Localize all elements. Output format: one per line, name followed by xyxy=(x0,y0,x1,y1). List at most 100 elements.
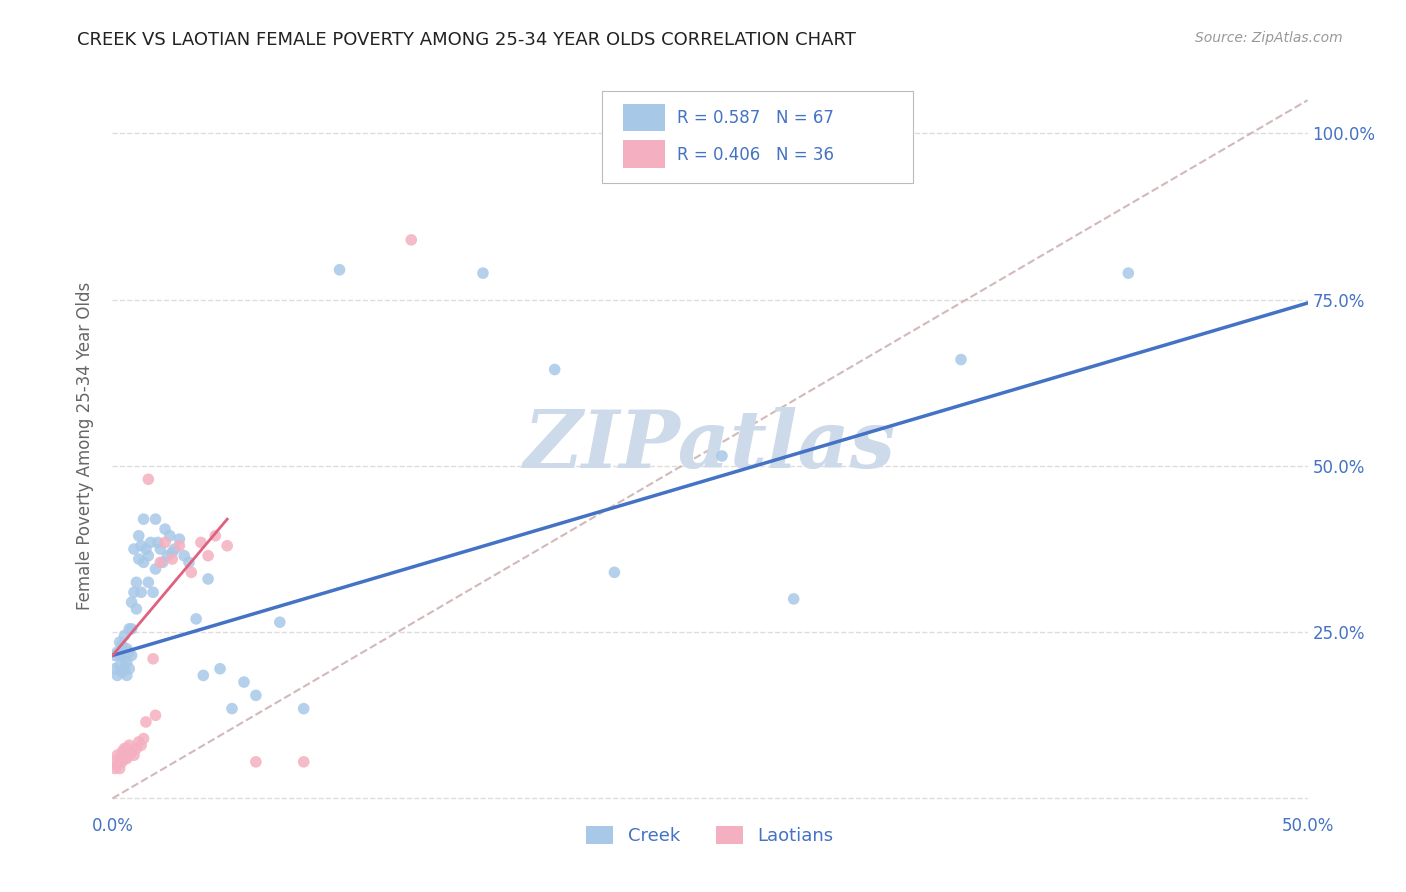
Point xyxy=(472,266,495,280)
Point xyxy=(128,529,150,543)
Point xyxy=(114,628,135,642)
Point xyxy=(139,535,162,549)
Point xyxy=(105,758,128,772)
Point xyxy=(125,575,148,590)
Point xyxy=(138,472,160,486)
Point xyxy=(135,714,157,729)
Point xyxy=(169,539,191,553)
Point xyxy=(163,542,186,557)
Point xyxy=(149,542,172,557)
Point xyxy=(190,535,212,549)
Point xyxy=(135,542,157,557)
Point xyxy=(146,535,169,549)
Point xyxy=(149,555,172,569)
Point xyxy=(108,648,131,663)
Point xyxy=(711,449,734,463)
Point xyxy=(118,622,141,636)
Point xyxy=(197,549,219,563)
FancyBboxPatch shape xyxy=(623,140,665,168)
Point xyxy=(245,755,267,769)
Point xyxy=(169,532,191,546)
Point xyxy=(145,562,167,576)
Point xyxy=(104,762,127,776)
Point xyxy=(125,741,148,756)
Point xyxy=(145,708,167,723)
Point xyxy=(138,575,160,590)
Point xyxy=(121,745,143,759)
Point xyxy=(186,612,208,626)
Point xyxy=(142,652,165,666)
Point xyxy=(111,648,134,663)
Point xyxy=(115,751,138,765)
Point xyxy=(292,755,315,769)
Text: CREEK VS LAOTIAN FEMALE POVERTY AMONG 25-34 YEAR OLDS CORRELATION CHART: CREEK VS LAOTIAN FEMALE POVERTY AMONG 25… xyxy=(77,31,856,49)
Point xyxy=(122,585,145,599)
Point xyxy=(132,555,155,569)
Point xyxy=(122,748,145,763)
Y-axis label: Female Poverty Among 25-34 Year Olds: Female Poverty Among 25-34 Year Olds xyxy=(76,282,94,610)
Point xyxy=(105,668,128,682)
Point xyxy=(142,585,165,599)
Point xyxy=(950,352,973,367)
Text: Source: ZipAtlas.com: Source: ZipAtlas.com xyxy=(1195,31,1343,45)
Point xyxy=(132,731,155,746)
Point xyxy=(177,555,200,569)
Point xyxy=(121,622,143,636)
Point xyxy=(115,655,138,669)
Point xyxy=(111,639,134,653)
Point xyxy=(162,545,183,559)
Point xyxy=(159,529,181,543)
Point xyxy=(603,566,626,580)
Point xyxy=(104,755,127,769)
Point xyxy=(204,529,226,543)
Point xyxy=(118,662,141,676)
Point xyxy=(108,751,131,765)
Point xyxy=(128,552,150,566)
Point xyxy=(329,262,352,277)
Point xyxy=(156,549,179,563)
Point xyxy=(115,641,138,656)
Point xyxy=(152,555,174,569)
Point xyxy=(108,635,131,649)
Point xyxy=(121,595,143,609)
Point xyxy=(209,662,232,676)
Point xyxy=(221,701,243,715)
Point xyxy=(114,751,135,765)
Point xyxy=(129,539,152,553)
Legend: Creek, Laotians: Creek, Laotians xyxy=(578,816,842,854)
Point xyxy=(153,535,176,549)
Point xyxy=(269,615,291,630)
Point xyxy=(122,542,145,557)
Point xyxy=(108,658,131,673)
Point xyxy=(132,512,155,526)
Point xyxy=(111,745,134,759)
Point xyxy=(782,591,804,606)
Point xyxy=(115,668,138,682)
Point xyxy=(121,648,143,663)
Point xyxy=(104,662,127,676)
Point xyxy=(292,701,315,715)
Point xyxy=(118,645,141,659)
Point xyxy=(114,662,135,676)
Text: R = 0.406   N = 36: R = 0.406 N = 36 xyxy=(676,146,834,164)
Point xyxy=(401,233,423,247)
Point xyxy=(125,602,148,616)
Point xyxy=(193,668,215,682)
Point xyxy=(114,652,135,666)
Point xyxy=(105,645,128,659)
Point xyxy=(1118,266,1140,280)
FancyBboxPatch shape xyxy=(623,103,665,131)
Point xyxy=(233,675,256,690)
Text: ZIPatlas: ZIPatlas xyxy=(524,408,896,484)
Point xyxy=(104,648,127,663)
Point xyxy=(162,552,183,566)
Point xyxy=(128,735,150,749)
Point xyxy=(114,741,135,756)
Point xyxy=(115,741,138,756)
Point xyxy=(245,689,267,703)
Point xyxy=(543,362,565,376)
Point xyxy=(108,762,131,776)
Point xyxy=(217,539,239,553)
Point xyxy=(111,755,134,769)
Point xyxy=(153,522,176,536)
